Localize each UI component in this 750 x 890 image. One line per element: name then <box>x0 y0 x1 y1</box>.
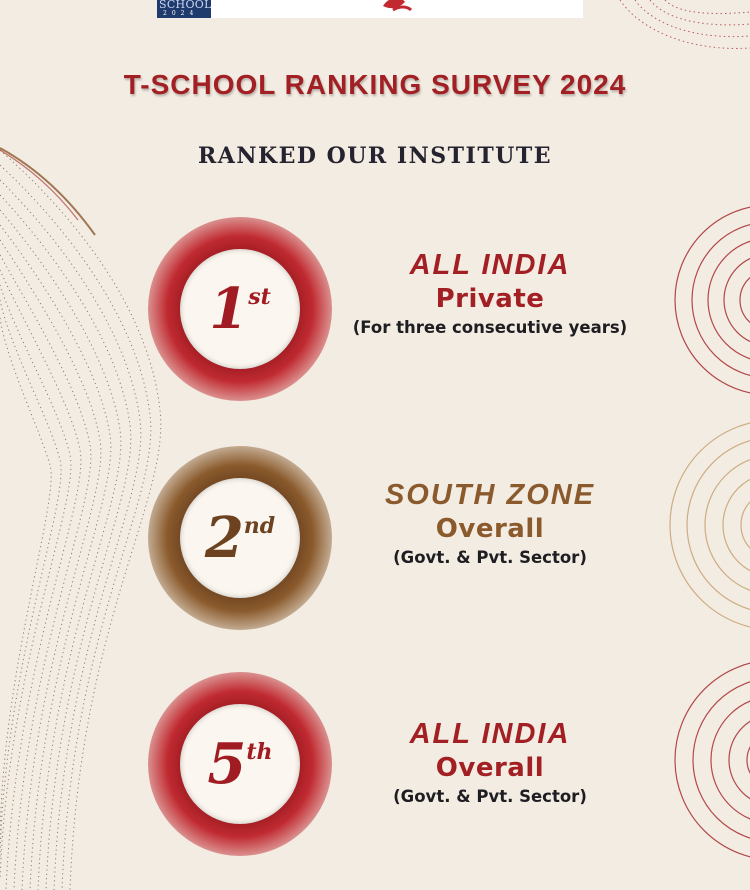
rank-heading: ALL INDIA <box>409 249 571 281</box>
rank-suffix: st <box>248 284 271 310</box>
rank-medal-center: 5th <box>180 704 300 824</box>
rank-medal-1: 1st <box>148 217 332 401</box>
rank-category: Overall <box>435 753 545 783</box>
top-banner: SCHOOL 2024 <box>157 0 583 18</box>
logo-year: 2024 <box>163 10 199 17</box>
page-title: T-SCHOOL RANKING SURVEY 2024 <box>123 69 627 100</box>
rank-number: 2 <box>204 505 244 571</box>
rank-info-2: SOUTH ZONE Overall (Govt. & Pvt. Sector) <box>335 479 645 567</box>
rank-badge-1: 1st <box>180 249 300 369</box>
rank-medal-center: 1st <box>180 249 300 369</box>
rank-suffix: th <box>246 739 273 765</box>
rank-category: Overall <box>435 514 545 544</box>
rank-info-5: ALL INDIA Overall (Govt. & Pvt. Sector) <box>335 718 645 806</box>
rank-suffix: nd <box>243 513 276 539</box>
rank-medal-2: 2nd <box>148 446 332 630</box>
rank-heading: ALL INDIA <box>409 718 571 750</box>
page-subtitle: RANKED OUR INSTITUTE <box>197 143 553 169</box>
rank-badge-5: 5th <box>180 704 300 824</box>
rank-number: 1 <box>209 276 249 342</box>
rank-badge-2: 2nd <box>180 478 300 598</box>
rank-category: Private <box>435 284 545 314</box>
survey-logo: SCHOOL 2024 <box>157 0 211 18</box>
rank-medal-center: 2nd <box>180 478 300 598</box>
rank-note: (Govt. & Pvt. Sector) <box>393 548 587 567</box>
rank-note: (For three consecutive years) <box>352 318 628 337</box>
logo-text: SCHOOL <box>159 0 212 11</box>
banner-emblem-icon <box>383 0 413 12</box>
rank-number: 5 <box>207 731 247 797</box>
rank-heading: SOUTH ZONE <box>384 479 596 511</box>
rank-medal-5: 5th <box>148 672 332 856</box>
rank-note: (Govt. & Pvt. Sector) <box>393 787 587 806</box>
rank-info-1: ALL INDIA Private (For three consecutive… <box>335 249 645 337</box>
